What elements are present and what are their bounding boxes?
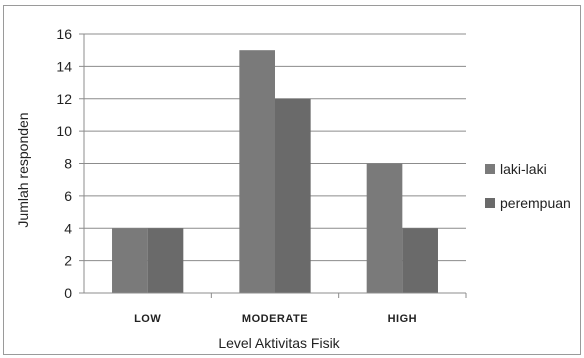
y-tick-label: 6 xyxy=(64,188,72,204)
legend-label: perempuan xyxy=(500,195,571,211)
bar-laki-laki-low xyxy=(112,228,148,293)
x-tick-label: MODERATE xyxy=(242,313,308,325)
y-axis-title: Jumlah responden xyxy=(15,112,31,227)
bar-perempuan-moderate xyxy=(275,98,311,293)
x-axis-title: Level Aktivitas Fisik xyxy=(218,335,340,351)
x-tick-label: LOW xyxy=(134,313,161,325)
y-tick-label: 14 xyxy=(56,58,72,74)
bar-chart: 0 2 4 6 8 10 12 14 16 LOW MODERATE HIGH Level Aktiv… xyxy=(15,26,571,351)
legend: laki-laki perempuan xyxy=(485,161,571,211)
bar-laki-laki-moderate xyxy=(239,50,275,293)
y-tick-label: 16 xyxy=(56,26,72,42)
legend-label: laki-laki xyxy=(500,161,547,177)
y-tick-label: 4 xyxy=(64,220,72,236)
labels: 0 2 4 6 8 10 12 14 16 LOW MODERATE HIGH xyxy=(56,26,418,325)
chart-frame: 0 2 4 6 8 10 12 14 16 LOW MODERATE HIGH Level Aktiv… xyxy=(3,5,581,355)
y-tick-label: 2 xyxy=(64,253,72,269)
bar-laki-laki-high xyxy=(366,163,403,293)
bar-perempuan-high xyxy=(402,228,438,293)
legend-swatch xyxy=(485,164,495,174)
y-tick-label: 12 xyxy=(56,91,72,107)
y-tick-label: 8 xyxy=(64,156,72,172)
legend-swatch xyxy=(485,198,495,208)
bar-perempuan-low xyxy=(147,228,184,293)
y-tick-label: 10 xyxy=(56,123,72,139)
x-tick-label: HIGH xyxy=(388,313,418,325)
axes xyxy=(79,33,467,298)
y-tick-label: 0 xyxy=(64,285,72,301)
bars xyxy=(112,50,438,293)
